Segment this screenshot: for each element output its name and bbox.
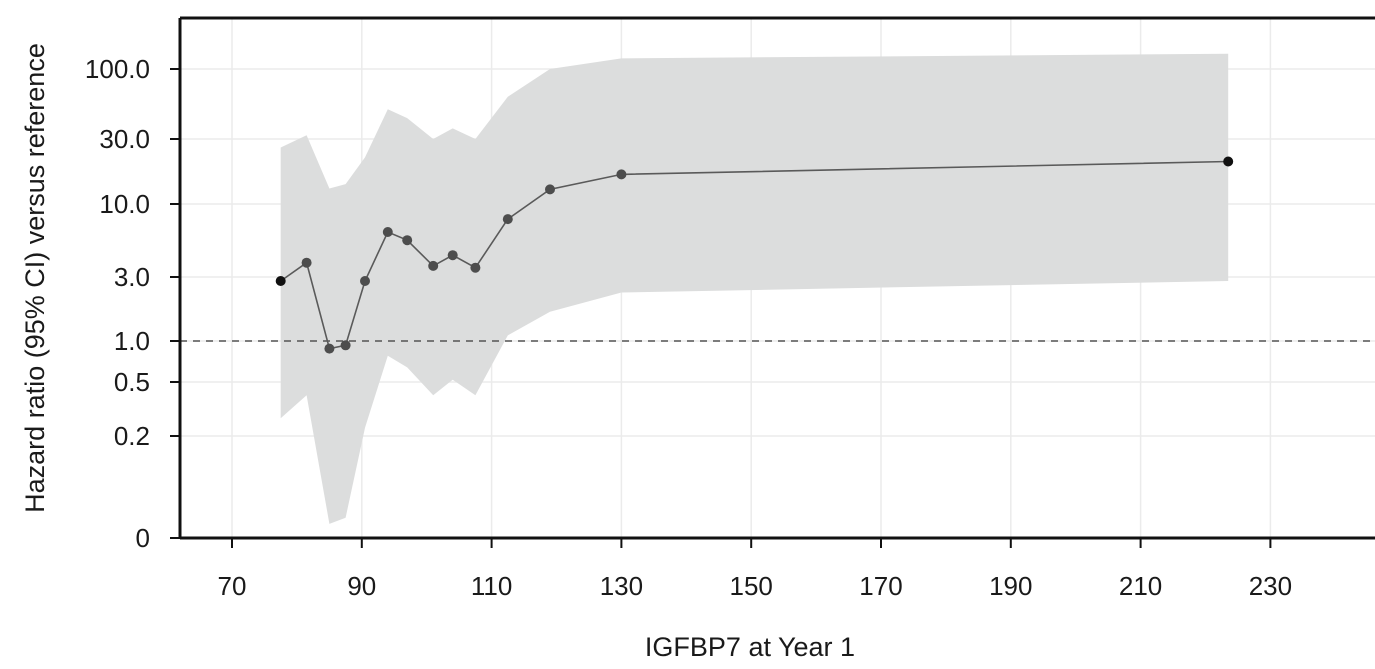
data-point [545, 184, 555, 195]
confidence-band [280, 53, 1229, 524]
x-tick-label: 70 [218, 571, 247, 601]
data-point [275, 276, 286, 286]
x-axis-title: IGFBP7 at Year 1 [645, 632, 855, 662]
data-point [360, 276, 370, 286]
data-point [382, 227, 393, 237]
x-tick-label: 230 [1249, 571, 1292, 601]
y-axis-ticks: 0 0.2 0.5 1.0 3.0 10.0 30.0 100.0 [85, 54, 180, 553]
data-point [616, 169, 627, 180]
x-tick-label: 210 [1119, 571, 1162, 601]
y-tick-label: 30.0 [99, 124, 150, 154]
y-tick-label: 10.0 [99, 189, 150, 219]
y-tick-label: 1.0 [114, 326, 150, 356]
data-point [1223, 156, 1234, 167]
data-point [340, 340, 351, 351]
data-point [402, 235, 413, 246]
x-tick-label: 150 [730, 571, 773, 601]
data-point [428, 260, 439, 271]
y-tick-label: 100.0 [85, 54, 150, 84]
x-tick-label: 190 [989, 571, 1032, 601]
data-point [324, 343, 335, 354]
x-tick-label: 90 [347, 571, 376, 601]
y-tick-label: 0.5 [114, 367, 150, 397]
x-tick-label: 170 [859, 571, 902, 601]
data-point [502, 214, 513, 225]
x-axis-ticks: 70 90 110 130 150 170 190 210 230 [218, 538, 1292, 601]
data-point [301, 257, 312, 268]
y-tick-label: 0.2 [114, 421, 150, 451]
x-tick-label: 130 [600, 571, 643, 601]
y-tick-label: 0 [136, 523, 150, 553]
data-point [447, 250, 458, 261]
data-point [470, 262, 481, 273]
x-tick-label: 110 [471, 571, 512, 601]
confidence-band-layer [280, 53, 1229, 524]
y-axis-title: Hazard ratio (95% CI) versus reference [20, 43, 50, 513]
y-tick-label: 3.0 [114, 262, 150, 292]
series-layer [275, 156, 1234, 354]
